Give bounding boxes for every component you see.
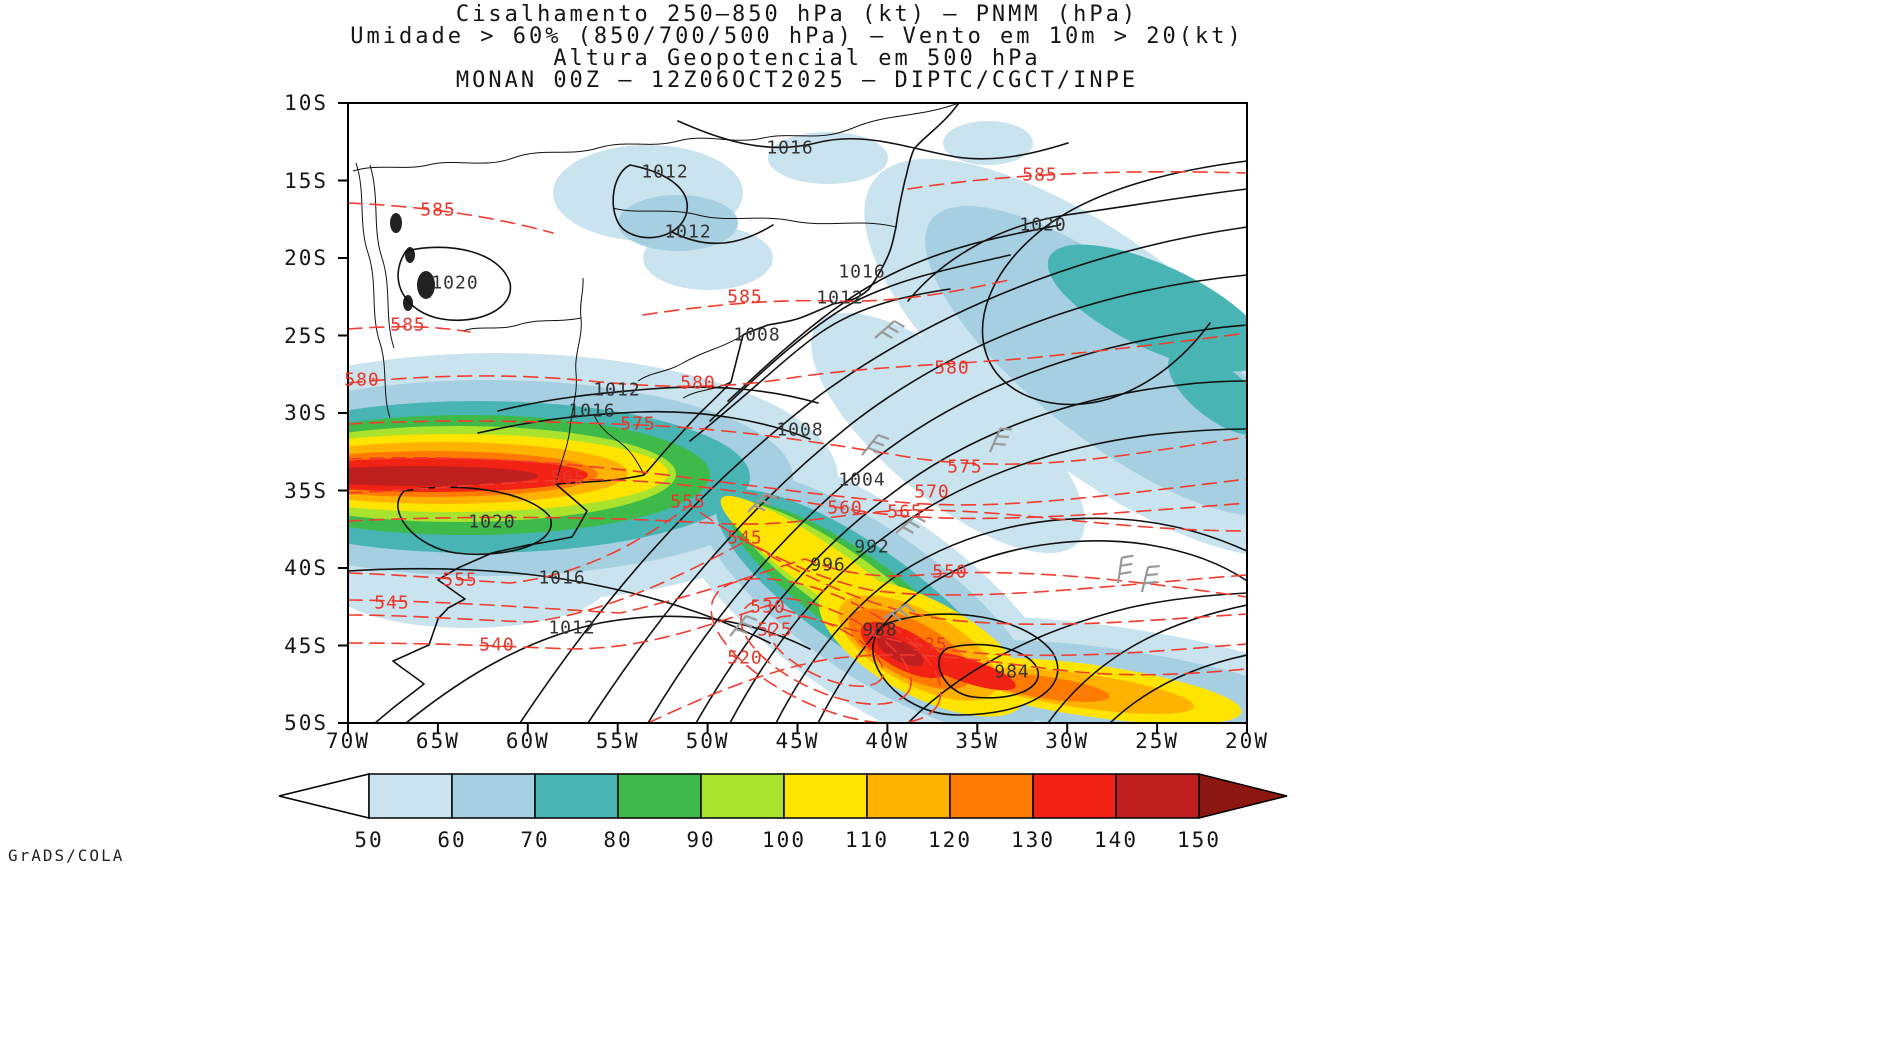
lon-tick-label: 50W xyxy=(685,729,730,753)
map-svg xyxy=(338,102,1248,733)
colorbar-segment xyxy=(866,773,951,819)
lon-tick-label: 55W xyxy=(595,729,640,753)
colorbar-value: 100 xyxy=(762,828,806,852)
colorbar-segment xyxy=(451,773,536,819)
lat-tick-label: 45S xyxy=(284,633,328,658)
colorbar-legend: 50 60 70 80 90 100 110 120 130 140 150 xyxy=(277,772,1291,864)
colorbar-value: 70 xyxy=(520,828,550,852)
colorbar-segment xyxy=(534,773,619,819)
colorbar-value: 120 xyxy=(928,828,972,852)
colorbar-arrow-above xyxy=(1198,773,1288,819)
colorbar-svg xyxy=(278,773,1288,819)
colorbar-segment xyxy=(783,773,868,819)
lat-tick-label: 10S xyxy=(284,91,328,115)
colorbar-segment xyxy=(617,773,702,819)
lat-tick-label: 40S xyxy=(284,556,328,580)
lat-tick-label: 35S xyxy=(284,478,328,503)
colorbar-segment xyxy=(1115,773,1200,819)
colorbar-value: 110 xyxy=(845,828,889,852)
shear-shading xyxy=(348,121,1247,723)
colorbar-segment xyxy=(700,773,785,819)
lon-tick-label: 35W xyxy=(955,729,1000,753)
axis-ticks xyxy=(338,102,1248,733)
colorbar-segment xyxy=(949,773,1034,819)
latitude-axis: 10S 15S 20S 25S 30S 35S 40S 45S 50S xyxy=(262,91,336,735)
lat-tick-label: 50S xyxy=(284,711,328,735)
lat-tick-label: 20S xyxy=(284,246,328,270)
colorbar-segment xyxy=(1032,773,1117,819)
lon-tick-label: 25W xyxy=(1135,729,1180,753)
lon-tick-label: 30W xyxy=(1045,729,1090,753)
lat-tick-label: 25S xyxy=(284,323,328,348)
lon-tick-label: 20W xyxy=(1225,729,1269,753)
title-line-1: Cisalhamento 250–850 hPa (kt) – PNMM (hP… xyxy=(455,2,1139,27)
longitude-axis: 70W 65W 60W 55W 50W 45W 40W 35W 30W 25W 20W xyxy=(326,729,1267,759)
height-contours xyxy=(348,170,1247,723)
colorbar-value: 140 xyxy=(1094,828,1138,852)
lon-tick-label: 40W xyxy=(865,729,910,753)
title-line-4: MONAN 00Z – 12Z06OCT2025 – DIPTC/CGCT/IN… xyxy=(455,68,1139,93)
colorbar-value: 80 xyxy=(603,828,633,852)
colorbar-value: 50 xyxy=(354,828,384,852)
lon-tick-label: 60W xyxy=(505,729,550,753)
colorbar-segment xyxy=(368,773,453,819)
lon-tick-label: 70W xyxy=(326,729,370,753)
colorbar-arrow-below xyxy=(278,773,370,819)
title-line-3: Altura Geopotencial em 500 hPa xyxy=(553,46,1041,71)
map-plot-area: 1016 1012 1012 1020 1020 1016 1012 1008 1012 1016… xyxy=(284,91,1267,753)
wind-barb xyxy=(1106,551,1143,585)
lat-tick-label: 15S xyxy=(284,168,328,193)
colorbar-value: 130 xyxy=(1011,828,1055,852)
lon-tick-label: 65W xyxy=(415,729,460,753)
colorbar-value: 60 xyxy=(437,828,467,852)
chart-title-block: Cisalhamento 250–850 hPa (kt) – PNMM (hP… xyxy=(0,4,1594,92)
lon-tick-label: 45W xyxy=(775,729,820,753)
colorbar-value: 150 xyxy=(1177,828,1221,852)
coastline xyxy=(352,103,960,723)
title-line-2: Umidade > 60% (850/700/500 hPa) – Vento … xyxy=(350,24,1244,49)
wind-barb xyxy=(1132,561,1168,594)
lat-tick-label: 30S xyxy=(284,401,328,425)
grads-watermark: GrADS/COLA xyxy=(8,846,125,865)
map-frame xyxy=(347,102,1248,724)
colorbar-value: 90 xyxy=(686,828,716,852)
